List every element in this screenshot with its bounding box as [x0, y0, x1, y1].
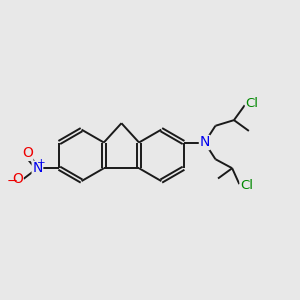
Text: N: N: [200, 136, 210, 149]
Text: +: +: [37, 158, 45, 168]
Text: O: O: [22, 146, 33, 161]
Text: −: −: [6, 176, 17, 188]
Text: O: O: [12, 172, 23, 186]
Text: Cl: Cl: [240, 179, 253, 192]
Text: Cl: Cl: [245, 97, 259, 110]
Text: N: N: [32, 161, 43, 175]
